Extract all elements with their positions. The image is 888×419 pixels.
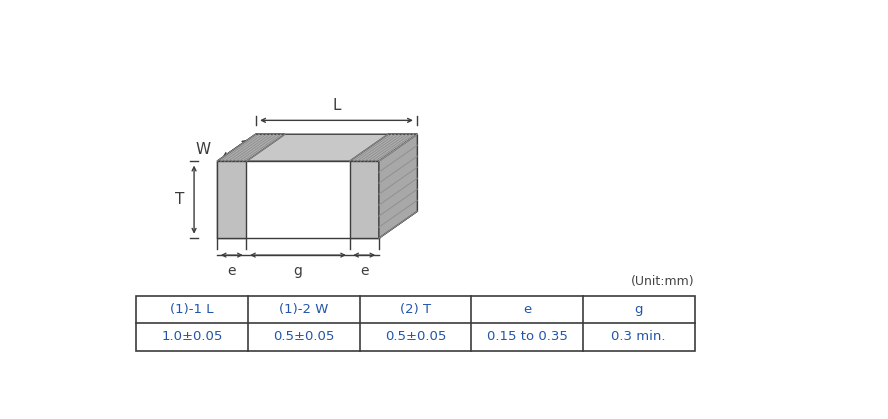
Text: W: W (196, 142, 211, 157)
Text: e: e (360, 264, 369, 278)
Text: 0.15 to 0.35: 0.15 to 0.35 (487, 330, 567, 343)
Polygon shape (379, 134, 417, 238)
Bar (137, 296, 694, 351)
Polygon shape (350, 161, 379, 238)
Text: e: e (227, 264, 236, 278)
Text: 1.0±0.05: 1.0±0.05 (162, 330, 223, 343)
Text: (1)-2 W: (1)-2 W (279, 303, 329, 316)
Polygon shape (218, 134, 417, 161)
Text: e: e (523, 303, 531, 316)
Text: 0.3 min.: 0.3 min. (612, 330, 666, 343)
Polygon shape (218, 134, 285, 161)
Text: (2) T: (2) T (400, 303, 431, 316)
Text: g: g (294, 264, 303, 278)
Text: L: L (332, 98, 341, 113)
Text: 0.5±0.05: 0.5±0.05 (274, 330, 335, 343)
Polygon shape (218, 161, 379, 238)
Text: T: T (176, 192, 185, 207)
Text: 0.5±0.05: 0.5±0.05 (385, 330, 446, 343)
Text: (Unit:mm): (Unit:mm) (631, 275, 694, 288)
Polygon shape (379, 134, 417, 238)
Polygon shape (350, 134, 417, 161)
Text: g: g (635, 303, 643, 316)
Polygon shape (218, 161, 247, 238)
Text: (1)-1 L: (1)-1 L (170, 303, 214, 316)
